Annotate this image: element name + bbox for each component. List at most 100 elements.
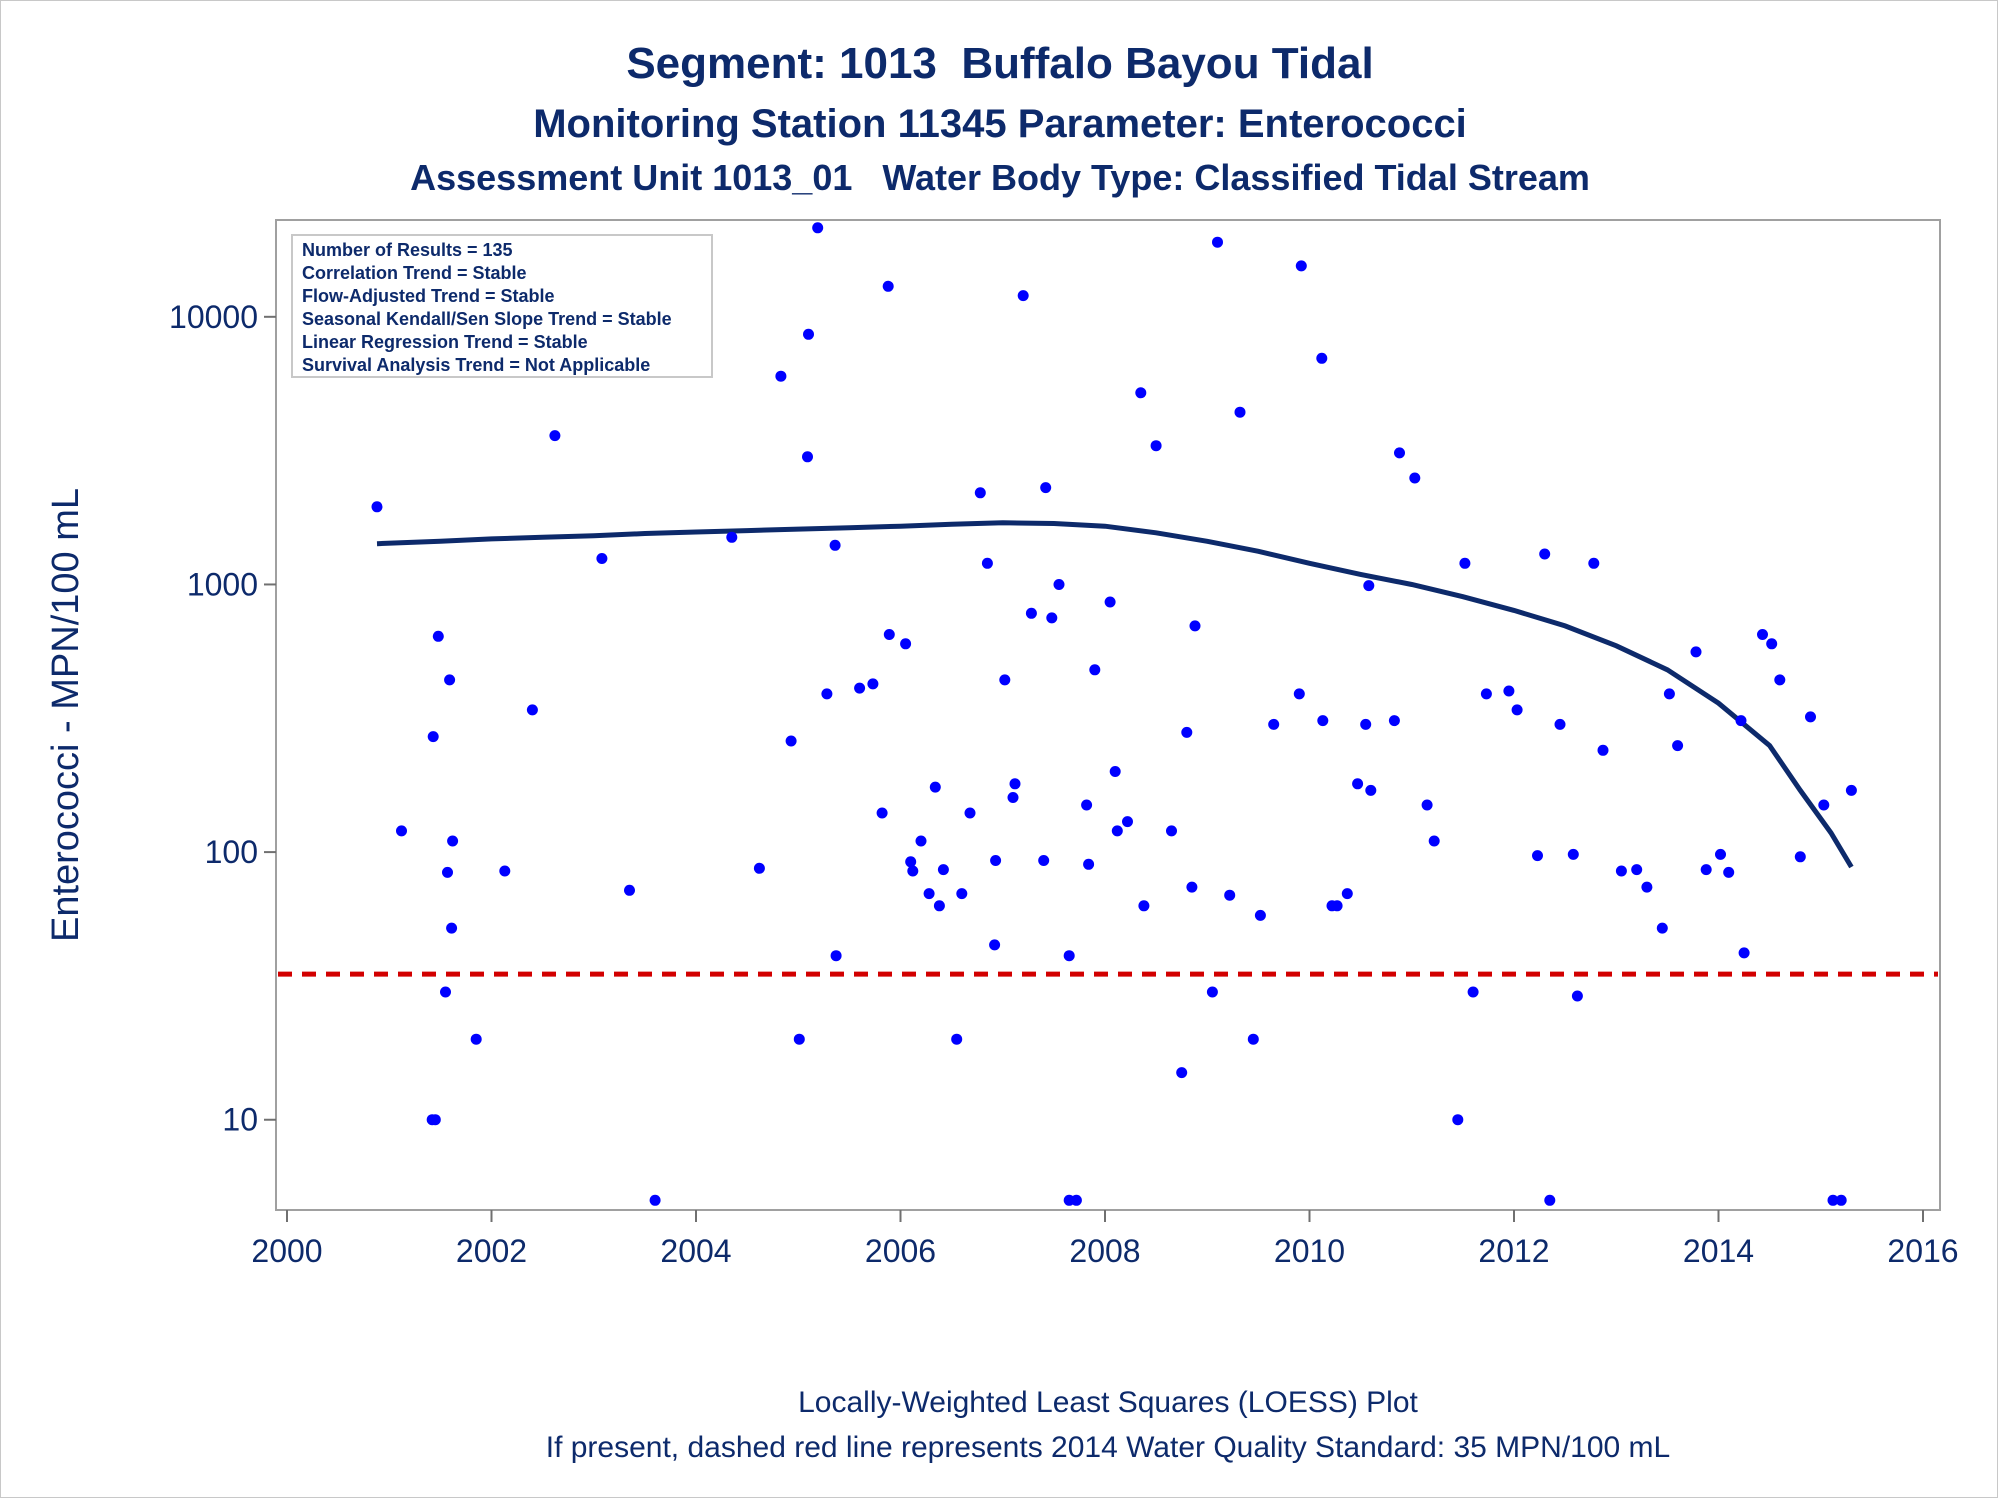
data-point [726, 531, 738, 543]
data-points [371, 222, 1857, 1206]
data-point [1341, 888, 1353, 900]
data-point [1656, 922, 1668, 934]
data-point [1690, 646, 1702, 658]
y-tick-label: 10000 [169, 299, 258, 335]
data-point [867, 678, 879, 690]
data-point [1567, 848, 1579, 860]
data-point [900, 638, 912, 650]
data-point [933, 900, 945, 912]
data-point [1181, 726, 1193, 738]
data-point [1845, 784, 1857, 796]
data-point [1268, 718, 1280, 730]
stat-line: Number of Results = 135 [302, 240, 513, 260]
data-point [526, 704, 538, 716]
data-point [371, 501, 383, 513]
x-axis: 2000 2002 2004 2006 2008 2010 2012 2014 2016 [251, 1210, 1959, 1269]
data-point [929, 781, 941, 793]
data-point [1571, 990, 1583, 1002]
data-point [923, 888, 935, 900]
data-point [1166, 825, 1177, 837]
data-point [1459, 557, 1471, 569]
data-point [549, 430, 561, 442]
data-point [1331, 900, 1343, 912]
loess-curve [376, 520, 1854, 869]
data-point [1247, 1033, 1259, 1045]
x-tick-label: 2000 [251, 1233, 322, 1269]
y-tick-label: 10 [222, 1102, 258, 1138]
data-point [1818, 799, 1830, 811]
data-point [1089, 664, 1101, 676]
data-point [1111, 825, 1123, 837]
data-point [1007, 792, 1019, 803]
x-tick-label: 2012 [1478, 1233, 1549, 1269]
data-point [1176, 1067, 1188, 1079]
chart-title: Segment: 1013 Buffalo Bayou Tidal [626, 39, 1373, 88]
data-point [1212, 236, 1223, 248]
x-tick-label: 2004 [660, 1233, 731, 1269]
data-point [427, 731, 439, 743]
data-point [1757, 629, 1768, 640]
data-point [447, 835, 459, 847]
data-point [1539, 548, 1551, 560]
data-point [915, 835, 927, 847]
data-point [1009, 778, 1021, 790]
data-point [964, 807, 976, 819]
data-point [1053, 579, 1065, 590]
data-point [649, 1194, 661, 1206]
data-point [905, 856, 917, 868]
plot-area [275, 219, 1941, 1211]
data-point [907, 865, 919, 877]
data-point [1723, 866, 1735, 878]
data-point [1794, 851, 1806, 863]
data-point [1738, 947, 1750, 959]
data-point [1295, 260, 1307, 272]
data-point [937, 864, 949, 876]
stats-legend: Number of Results = 135 Correlation Tren… [291, 234, 713, 378]
data-point [1206, 986, 1218, 998]
x-tick-label: 2016 [1887, 1233, 1958, 1269]
data-point [1122, 816, 1133, 828]
x-tick-label: 2014 [1683, 1233, 1754, 1269]
stat-line: Linear Regression Trend = Stable [302, 332, 588, 352]
data-point [1038, 855, 1050, 866]
data-point [1135, 387, 1147, 399]
data-point [1615, 865, 1627, 877]
data-point [429, 1114, 441, 1126]
data-point [1774, 674, 1786, 686]
data-point [876, 807, 888, 819]
y-tick-label: 1000 [187, 566, 258, 602]
data-point [999, 674, 1011, 686]
x-tick-label: 2002 [456, 1233, 527, 1269]
data-point [499, 865, 511, 877]
data-point [1700, 864, 1712, 876]
stat-line: Correlation Trend = Stable [302, 263, 527, 283]
data-point [990, 855, 1002, 866]
data-point [821, 688, 833, 700]
data-point [753, 862, 765, 874]
data-point [1083, 858, 1095, 870]
data-point [1063, 950, 1075, 962]
data-point [802, 451, 813, 463]
data-point [1316, 352, 1328, 364]
data-point [1532, 850, 1543, 862]
data-point [1735, 715, 1747, 727]
data-point [882, 280, 894, 292]
chart-subtitle: Monitoring Station 11345 Parameter: Ente… [533, 102, 1467, 146]
data-point [1070, 1194, 1082, 1206]
data-point [1467, 986, 1479, 998]
data-point [470, 1033, 482, 1045]
data-point [1672, 740, 1684, 752]
y-tick-label: 100 [205, 834, 258, 870]
data-point [1138, 900, 1150, 912]
data-point [1452, 1114, 1464, 1126]
data-point [829, 539, 841, 551]
data-point [1017, 290, 1029, 302]
data-point [989, 939, 1001, 951]
y-axis: 10 100 1000 10000 [169, 299, 276, 1138]
data-point [1544, 1194, 1556, 1206]
x-tick-label: 2010 [1274, 1233, 1345, 1269]
data-point [1511, 704, 1523, 716]
data-point [1365, 784, 1377, 796]
data-point [1189, 620, 1201, 632]
chart-subtitle-2: Assessment Unit 1013_01 Water Body Type:… [410, 157, 1590, 198]
